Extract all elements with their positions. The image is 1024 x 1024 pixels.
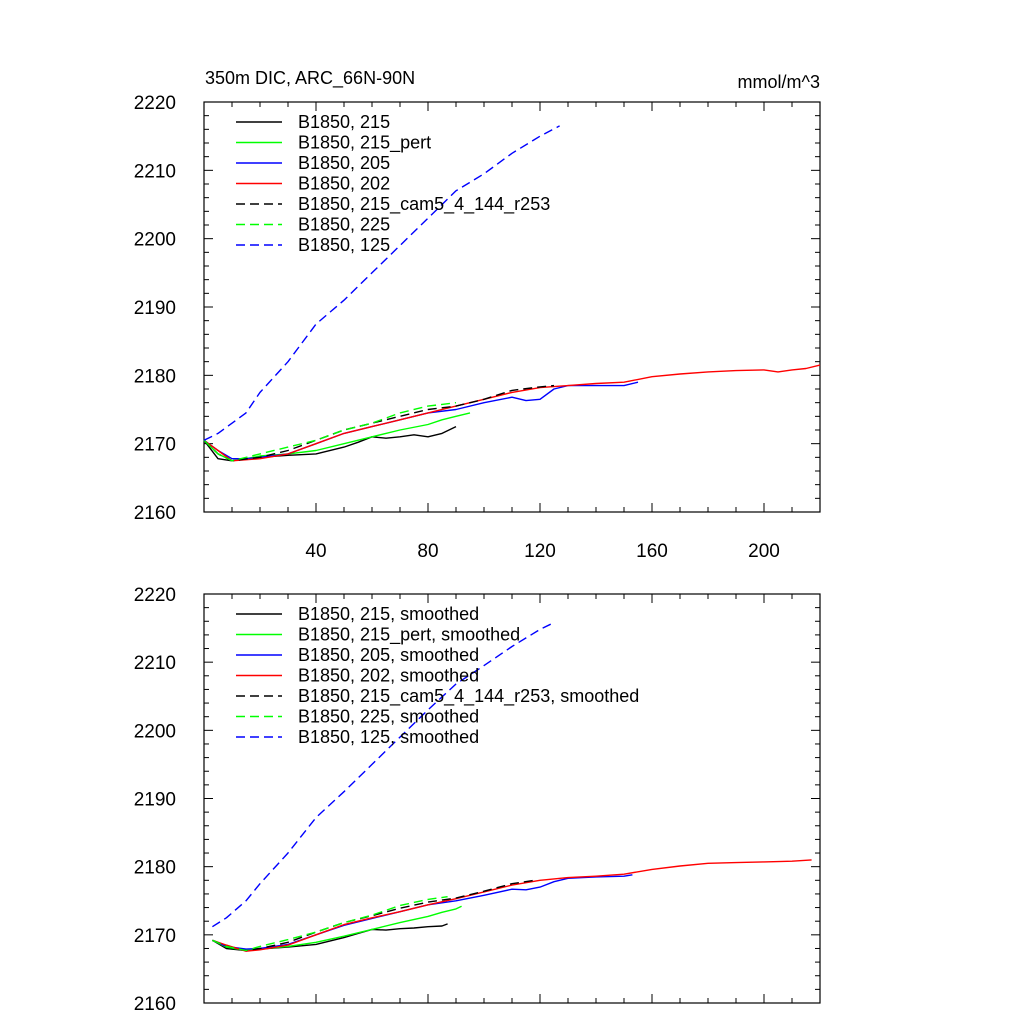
legend-label: B1850, 215_pert — [298, 133, 431, 154]
y-tick-label: 2210 — [134, 653, 176, 674]
legend-label: B1850, 215_cam5_4_144_r253, smoothed — [298, 686, 639, 707]
top-plot-area: 2160 2170 2180 2190 2200 2210 2220 40 80 120 160 20… — [134, 93, 821, 562]
series-line-3 — [203, 364, 821, 462]
y-tick-label: 2170 — [134, 435, 176, 456]
x-tick-label: 160 — [636, 541, 668, 562]
bottom-plot-area: 2160 2170 2180 2190 2200 2210 2220 — [134, 585, 821, 1015]
top-chart-units: mmol/m^3 — [738, 72, 820, 92]
y-tick-label: 2160 — [134, 503, 176, 524]
series-line-0 — [203, 425, 457, 462]
top-chart-title: 350m DIC, ARC_66N-90N — [205, 68, 415, 89]
y-tick-label: 2190 — [134, 298, 176, 319]
y-tick-label: 2210 — [134, 161, 176, 182]
legend-label: B1850, 205 — [298, 153, 390, 173]
y-tick-label: 2200 — [134, 230, 176, 251]
legend-label: B1850, 225, smoothed — [298, 707, 479, 727]
series-line-2 — [212, 874, 633, 950]
legend-label: B1850, 202, smoothed — [298, 666, 479, 686]
x-tick-label: 200 — [748, 541, 780, 562]
series-line-6 — [212, 621, 555, 928]
y-tick-label: 2170 — [134, 926, 176, 947]
y-tick-label: 2190 — [134, 790, 176, 811]
y-tick-label: 2220 — [134, 585, 176, 606]
y-tick-label: 2160 — [134, 994, 176, 1015]
legend-label: B1850, 125 — [298, 235, 390, 255]
legend-label: B1850, 215_cam5_4_144_r253 — [298, 194, 550, 215]
series-line-0 — [212, 923, 448, 952]
legend-label: B1850, 215 — [298, 112, 390, 132]
series-line-5 — [203, 402, 457, 462]
series-line-3 — [212, 859, 812, 952]
x-tick-label: 80 — [417, 541, 438, 562]
y-tick-label: 2200 — [134, 721, 176, 742]
legend-label: B1850, 202 — [298, 174, 390, 194]
series-line-4 — [203, 384, 555, 462]
y-tick-label: 2180 — [134, 858, 176, 879]
y-tick-label: 2220 — [134, 93, 176, 114]
series-line-5 — [212, 896, 448, 952]
series-line-6 — [203, 125, 560, 441]
y-tick-label: 2180 — [134, 366, 176, 387]
x-tick-label: 120 — [524, 541, 556, 562]
series-line-4 — [212, 879, 535, 952]
legend-label: B1850, 215_pert, smoothed — [298, 625, 520, 646]
x-tick-label: 40 — [305, 541, 326, 562]
legend-label: B1850, 215, smoothed — [298, 604, 479, 624]
legend-label: B1850, 125, smoothed — [298, 727, 479, 747]
legend-label: B1850, 225 — [298, 215, 390, 235]
legend-label: B1850, 205, smoothed — [298, 645, 479, 665]
series-line-2 — [203, 381, 639, 460]
